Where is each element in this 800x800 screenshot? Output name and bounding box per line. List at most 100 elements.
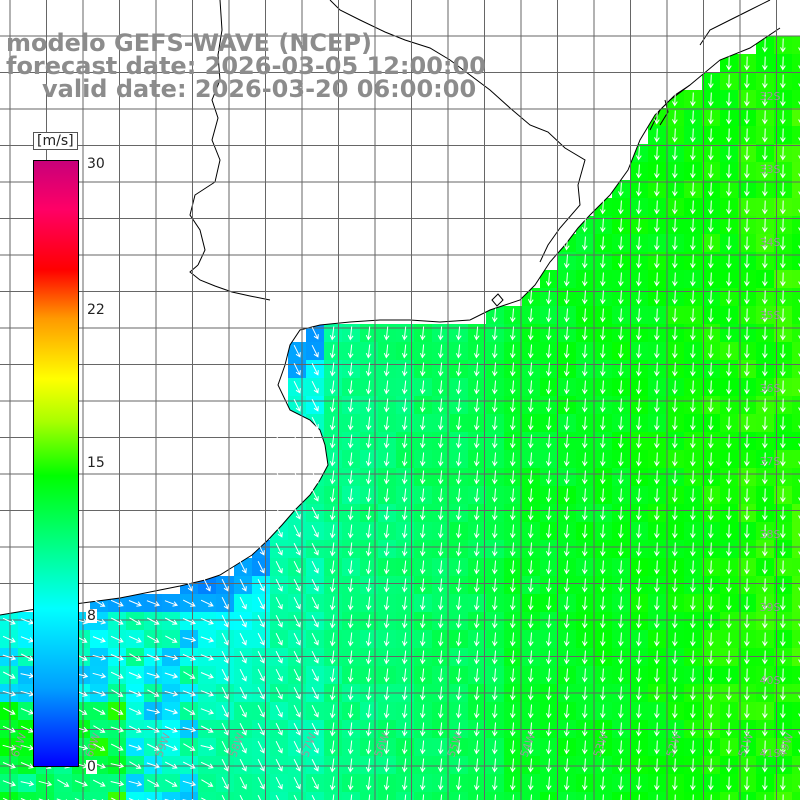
wind-arrow bbox=[527, 722, 534, 737]
wind-arrow bbox=[654, 650, 660, 665]
wind-arrow bbox=[780, 596, 786, 611]
wind-arrow bbox=[563, 452, 570, 467]
wind-arrow bbox=[798, 623, 800, 627]
wind-arrow bbox=[654, 506, 660, 521]
wind-arrow bbox=[708, 506, 714, 521]
wind-arrow bbox=[419, 614, 426, 629]
wind-arrow bbox=[744, 290, 750, 305]
wind-arrow bbox=[311, 560, 319, 574]
wind-arrow bbox=[200, 708, 215, 715]
wind-arrow bbox=[581, 218, 588, 233]
wind-arrow bbox=[239, 758, 247, 772]
wind-arrow bbox=[708, 200, 714, 215]
wind-arrow bbox=[473, 506, 480, 521]
wind-arrow bbox=[726, 578, 732, 593]
wind-arrow bbox=[437, 614, 444, 629]
wind-arrow bbox=[365, 542, 372, 557]
wind-arrow bbox=[545, 578, 552, 593]
wind-arrow bbox=[581, 578, 588, 593]
wind-arrow bbox=[762, 38, 768, 53]
wind-arrow bbox=[128, 744, 143, 751]
wind-arrow bbox=[545, 686, 552, 701]
wind-arrow bbox=[473, 578, 480, 593]
wind-arrow bbox=[780, 146, 786, 161]
wind-arrow bbox=[726, 416, 732, 431]
wind-arrow bbox=[200, 744, 215, 751]
wind-arrow bbox=[437, 326, 444, 341]
wind-speed-cell bbox=[792, 198, 800, 216]
wind-arrow bbox=[183, 671, 196, 679]
wind-arrow bbox=[545, 632, 552, 647]
wind-arrow bbox=[600, 686, 606, 701]
wind-arrow bbox=[509, 542, 516, 557]
wind-arrow bbox=[491, 776, 498, 791]
wind-arrow bbox=[437, 776, 444, 791]
wind-speed-cell bbox=[270, 792, 288, 800]
wind-arrow bbox=[221, 704, 229, 718]
wind-arrow bbox=[618, 704, 624, 719]
wind-arrow bbox=[690, 326, 696, 341]
wind-arrow bbox=[581, 632, 588, 647]
wind-arrow bbox=[293, 632, 301, 646]
wind-arrow bbox=[744, 488, 750, 503]
wind-arrow bbox=[311, 398, 319, 412]
wind-arrow bbox=[20, 762, 34, 769]
wind-arrow bbox=[347, 650, 354, 665]
wind-arrow bbox=[602, 794, 604, 800]
wind-arrow bbox=[221, 758, 229, 772]
wind-arrow bbox=[491, 578, 498, 593]
wind-arrow bbox=[473, 632, 480, 647]
wind-arrow bbox=[365, 470, 372, 485]
wind-arrow bbox=[527, 740, 534, 755]
wind-arrow bbox=[798, 749, 800, 753]
wind-arrow bbox=[128, 672, 142, 679]
wind-arrow bbox=[581, 326, 588, 341]
wind-arrow bbox=[690, 722, 696, 737]
wind-speed-cell bbox=[792, 72, 800, 90]
wind-arrow bbox=[672, 362, 678, 377]
wind-arrow bbox=[146, 708, 161, 715]
wind-arrow bbox=[545, 344, 552, 359]
wind-arrow bbox=[293, 434, 301, 448]
wind-arrow bbox=[726, 362, 732, 377]
wind-arrow bbox=[762, 56, 768, 71]
wind-arrow bbox=[365, 758, 372, 773]
wind-arrow bbox=[419, 722, 426, 737]
wind-arrow bbox=[239, 560, 247, 574]
wind-arrow bbox=[581, 488, 588, 503]
wind-arrow bbox=[672, 398, 678, 413]
wind-arrow bbox=[726, 308, 732, 323]
wind-arrow bbox=[654, 236, 660, 251]
wind-arrow bbox=[780, 686, 786, 701]
wind-arrow bbox=[2, 617, 16, 625]
wind-arrow bbox=[275, 758, 283, 772]
wind-arrow bbox=[762, 74, 768, 89]
coastline-ocean bbox=[0, 27, 781, 616]
wind-arrow bbox=[401, 704, 408, 719]
wind-arrow bbox=[780, 344, 786, 359]
wind-arrow bbox=[690, 146, 696, 161]
wind-arrow bbox=[419, 758, 426, 773]
wind-arrow bbox=[672, 632, 678, 647]
wind-arrow bbox=[618, 344, 624, 359]
wind-arrow bbox=[293, 524, 301, 538]
wind-arrow bbox=[618, 596, 624, 611]
wind-arrow bbox=[437, 740, 444, 755]
wind-arrow bbox=[672, 200, 678, 215]
wind-arrow bbox=[329, 488, 336, 503]
wind-arrow bbox=[182, 636, 197, 643]
wind-arrow bbox=[636, 272, 642, 287]
wind-arrow bbox=[726, 182, 732, 197]
wind-arrow bbox=[636, 362, 642, 377]
wind-arrow bbox=[618, 488, 624, 503]
wind-arrow bbox=[672, 776, 678, 791]
wind-speed-cell bbox=[36, 792, 54, 800]
wind-arrow bbox=[690, 272, 696, 287]
wind-arrow bbox=[690, 668, 696, 683]
wind-arrow bbox=[347, 578, 354, 593]
wind-arrow bbox=[618, 542, 624, 557]
wind-arrow bbox=[726, 344, 732, 359]
wind-arrow bbox=[401, 452, 408, 467]
wind-arrow bbox=[563, 578, 570, 593]
wind-arrow bbox=[762, 146, 768, 161]
